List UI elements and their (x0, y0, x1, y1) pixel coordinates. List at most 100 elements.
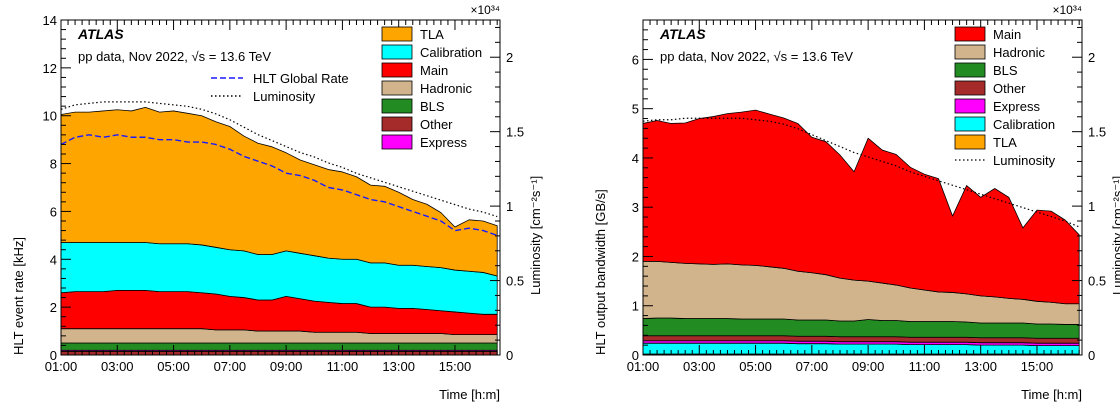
legend-swatch-tla (954, 134, 986, 150)
y2-tick-label: 1 (506, 199, 513, 214)
x-tick-label: 15:00 (1021, 359, 1054, 374)
legend-swatch-main (954, 26, 986, 42)
y2-tick-label: 2 (506, 50, 513, 65)
y2-tick-label: 0.5 (1088, 274, 1106, 289)
x-tick-label: 05:00 (739, 359, 772, 374)
x-axis-label: Time [h:m] (439, 387, 500, 402)
atlas-label: ATLAS (77, 26, 124, 42)
legend-label-hadronic: Hadronic (993, 45, 1046, 60)
x-tick-label: 09:00 (270, 359, 303, 374)
y-tick-label: 3 (632, 200, 639, 215)
x-tick-label: 11:00 (327, 359, 359, 374)
legend-label-express: Express (420, 135, 467, 150)
run-info-sqrt: √s (773, 49, 787, 64)
y2-tick-label: 0 (1088, 348, 1095, 363)
y-tick-label: 4 (632, 151, 639, 166)
y-tick-label: 1 (632, 299, 639, 314)
y-tick-label: 14 (43, 13, 57, 28)
y-tick-label: 2 (632, 249, 639, 264)
line-luminosity (61, 101, 498, 218)
y2-tick-label: 1.5 (1088, 125, 1106, 140)
y2-axis-label: Luminosity [cm⁻²s⁻¹] (1110, 176, 1120, 295)
area-main (643, 109, 1080, 305)
legend-label-tla: TLA (420, 27, 444, 42)
y-tick-label: 2 (50, 300, 57, 315)
y2-tick-label: 0 (506, 348, 513, 363)
y2-multiplier: ×10³⁴ (470, 3, 500, 17)
legend-swatch-main (381, 62, 413, 78)
x-tick-label: 09:00 (852, 359, 885, 374)
legend-label-calibration: Calibration (993, 117, 1055, 132)
x-tick-label: 07:00 (214, 359, 247, 374)
legend-label-luminosity: Luminosity (993, 153, 1056, 168)
legend-label-express: Express (993, 99, 1040, 114)
legend-label-main: Main (993, 27, 1021, 42)
y-axis-label: HLT output bandwidth [GB/s] (593, 189, 608, 355)
area-tla (61, 106, 498, 277)
y-tick-label: 12 (43, 61, 57, 76)
run-info: pp data, Nov 2022, √s = 13.6 TeV (660, 49, 853, 64)
line-hlt-global-rate (61, 134, 498, 237)
panel-1: 0 2 4 6 8 10 12 14 0 0.5 1 1.5 2 01:00 03:00 05:00 07:00… (11, 3, 543, 402)
panel-2: 0 1 2 3 4 5 6 0 0.5 1 1.5 2 01:00 03:00 05:00 07:00 09:0… (593, 3, 1120, 402)
plot-frame (60, 19, 501, 356)
legend-label-bls: BLS (420, 99, 445, 114)
legend-swatch-hadronic (381, 80, 413, 96)
run-info-sqrt: √s (191, 49, 205, 64)
atlas-label: ATLAS (659, 26, 706, 42)
legend-swatch-calibration (381, 44, 413, 60)
y-tick-label: 6 (50, 204, 57, 219)
run-info-prefix: pp data, Nov 2022, (660, 49, 773, 64)
y-tick-label: 0 (50, 348, 57, 363)
y-axis-label: HLT event rate [kHz] (11, 237, 26, 355)
legend-swatch-bls (954, 62, 986, 78)
y-tick-label: 10 (43, 109, 57, 124)
legend-label-main: Main (420, 63, 448, 78)
x-axis-label: Time [h:m] (1021, 387, 1082, 402)
legend-label-luminosity: Luminosity (253, 89, 316, 104)
x-tick-label: 11:00 (909, 359, 941, 374)
legend-swatch-other (954, 80, 986, 96)
legend-label-bls: BLS (993, 63, 1018, 78)
y2-axis-label: Luminosity [cm⁻²s⁻¹] (528, 176, 543, 295)
y-tick-label: 8 (50, 157, 57, 172)
x-tick-label: 15:00 (439, 359, 472, 374)
x-tick-label: 03:00 (101, 359, 134, 374)
x-tick-label: 01:00 (627, 359, 660, 374)
y2-tick-label: 1 (1088, 199, 1095, 214)
legend-swatch-express (381, 134, 413, 150)
y2-tick-label: 0.5 (506, 274, 524, 289)
legend-label-tla: TLA (993, 135, 1017, 150)
y-tick-label: 0 (632, 348, 639, 363)
legend-swatch-bls (381, 98, 413, 114)
x-tick-label: 01:00 (45, 359, 78, 374)
run-info-prefix: pp data, Nov 2022, (78, 49, 191, 64)
legend-swatch-hadronic (954, 44, 986, 60)
x-tick-label: 13:00 (964, 359, 997, 374)
legend-label-other: Other (420, 117, 453, 132)
x-tick-label: 07:00 (796, 359, 829, 374)
plot-area (61, 101, 498, 355)
x-tick-label: 13:00 (382, 359, 415, 374)
run-info-suffix: = 13.6 TeV (787, 49, 853, 64)
run-info: pp data, Nov 2022, √s = 13.6 TeV (78, 49, 271, 64)
x-tick-label: 03:00 (683, 359, 716, 374)
y-tick-label: 4 (50, 252, 57, 267)
legend-label-calibration: Calibration (420, 45, 482, 60)
run-info-suffix: = 13.6 TeV (205, 49, 271, 64)
y-tick-label: 5 (632, 102, 639, 117)
line-luminosity (643, 117, 1080, 228)
legend-swatch-other (381, 116, 413, 132)
legend-label-other: Other (993, 81, 1026, 96)
plot-area (643, 109, 1080, 355)
legend-swatch-express (954, 98, 986, 114)
legend-swatch-calibration (954, 116, 986, 132)
legend-label-hlt-global-rate: HLT Global Rate (253, 71, 349, 86)
legend-swatch-tla (381, 26, 413, 42)
x-tick-label: 05:00 (157, 359, 190, 374)
y2-tick-label: 2 (1088, 50, 1095, 65)
y-tick-label: 6 (632, 52, 639, 67)
area-bls (61, 342, 498, 351)
y2-multiplier: ×10³⁴ (1052, 3, 1082, 17)
